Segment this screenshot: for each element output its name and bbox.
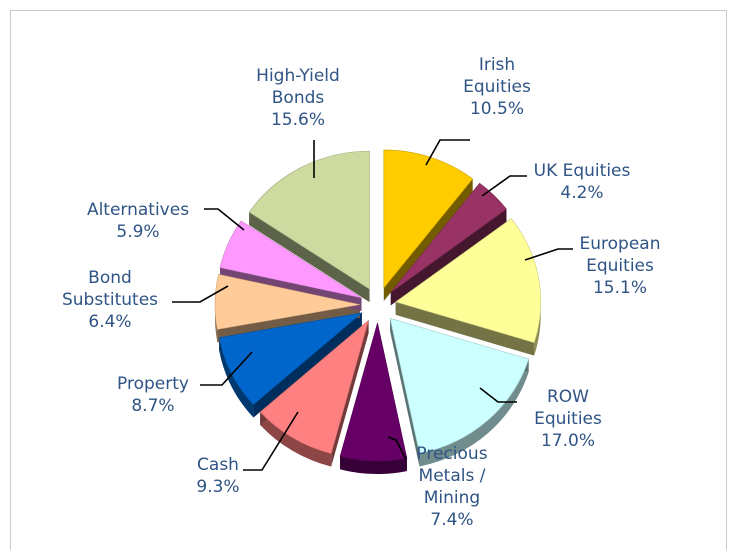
slice-wall bbox=[390, 209, 507, 306]
data-label-alternatives: Alternatives 5.9% bbox=[87, 200, 189, 242]
leader-line-precious-metals-mining bbox=[387, 436, 407, 460]
leader-line-irish-equities bbox=[425, 139, 470, 166]
pie-slice-alternatives bbox=[219, 220, 362, 299]
data-label-bond-substitutes: Bond Substitutes 6.4% bbox=[62, 268, 158, 332]
slice-wall bbox=[331, 320, 369, 467]
data-label-precious-metals-mining: Precious Metals / Mining 7.4% bbox=[416, 444, 487, 530]
data-label-irish-equities: Irish Equities 10.5% bbox=[463, 55, 531, 119]
leader-line-alternatives bbox=[204, 208, 245, 231]
data-label-european-equities: European Equities 15.1% bbox=[580, 234, 661, 298]
slice-side bbox=[260, 411, 332, 467]
data-label-uk-equities: UK Equities 4.2% bbox=[534, 161, 631, 203]
pie-slice-precious-metals-mining bbox=[339, 322, 408, 462]
slice-wall bbox=[390, 318, 420, 467]
leader-line-european-equities bbox=[524, 248, 573, 261]
pie-slices bbox=[214, 149, 541, 462]
data-label-row-equities: ROW Equities 17.0% bbox=[534, 387, 602, 451]
pie-slice-property bbox=[218, 312, 363, 405]
leader-line-row-equities bbox=[479, 387, 517, 403]
slice-side bbox=[219, 337, 254, 418]
leader-line-bond-substitutes bbox=[172, 285, 229, 303]
pie-slice-cash bbox=[259, 319, 370, 455]
slice-wall bbox=[249, 212, 370, 303]
slice-side bbox=[419, 359, 529, 467]
slice-wall bbox=[395, 301, 535, 356]
pie-slice-uk-equities bbox=[390, 182, 507, 293]
leader-line-property bbox=[200, 351, 253, 386]
leader-line-uk-equities bbox=[481, 175, 527, 197]
data-label-cash: Cash 9.3% bbox=[196, 455, 239, 497]
slice-wall bbox=[253, 312, 362, 418]
pie-slice-european-equities bbox=[395, 218, 541, 343]
data-label-property: Property 8.7% bbox=[117, 374, 189, 416]
pie-slice-high-yield-bonds bbox=[248, 150, 370, 290]
data-label-high-yield-bonds: High-Yield Bonds 15.6% bbox=[256, 66, 340, 130]
pie-labels: Irish Equities 10.5%UK Equities 4.2% Europea… bbox=[62, 55, 661, 530]
leader-line-cash bbox=[243, 411, 299, 471]
pie-slice-row-equities bbox=[389, 317, 530, 454]
slice-wall bbox=[383, 178, 473, 301]
pie-slice-bond-substitutes bbox=[214, 273, 361, 330]
